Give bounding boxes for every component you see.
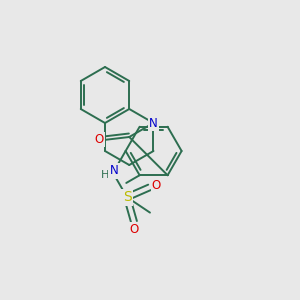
Text: O: O [95, 133, 104, 146]
Text: O: O [152, 179, 161, 192]
Text: N: N [149, 116, 158, 130]
Text: H: H [101, 170, 109, 180]
Text: S: S [123, 190, 131, 204]
Text: O: O [129, 223, 139, 236]
Text: N: N [110, 164, 118, 177]
